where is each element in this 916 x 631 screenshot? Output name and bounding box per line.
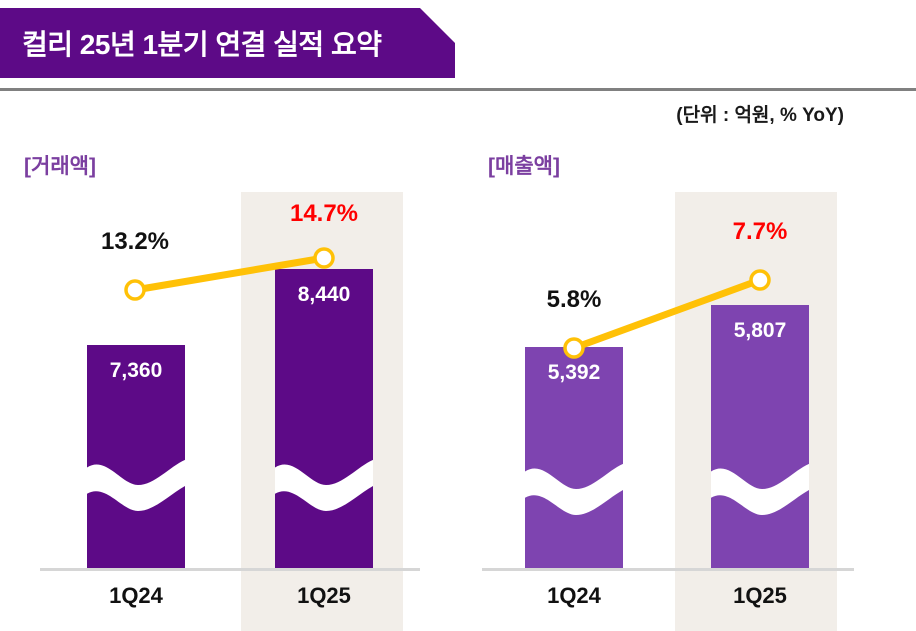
axis-break-wave-1q25 bbox=[275, 459, 373, 511]
axis-baseline bbox=[482, 568, 854, 571]
title-banner: 컬리 25년 1분기 연결 실적 요약 bbox=[0, 8, 455, 78]
axis-break-wave-1q25 bbox=[711, 463, 809, 515]
chart-title-revenue: [매출액] bbox=[488, 155, 560, 178]
unit-note: (단위 : 억원, % YoY) bbox=[676, 105, 844, 126]
growth-label-1q25: 7.7% bbox=[732, 218, 788, 245]
chart-panel-transaction-volume: [거래액] 7,360 8,440 13.2% 14.7% bbox=[0, 140, 460, 631]
bar-1q25: 8,440 bbox=[275, 269, 373, 568]
plot-area-transaction-volume: 7,360 8,440 13.2% 14.7% 1Q24 1Q25 bbox=[0, 140, 460, 631]
axis-baseline bbox=[40, 568, 420, 571]
bar-value-1q24: 7,360 bbox=[109, 359, 163, 382]
x-tick-1q25: 1Q25 bbox=[297, 583, 351, 608]
x-tick-1q25: 1Q25 bbox=[733, 583, 787, 608]
plot-area-revenue: 5,392 5,807 5.8% 7.7% 1Q24 1Q25 bbox=[460, 140, 916, 631]
bar-value-1q24: 5,392 bbox=[547, 361, 601, 384]
bar-1q24: 7,360 bbox=[87, 345, 185, 568]
header-divider bbox=[0, 88, 916, 91]
growth-label-1q25: 14.7% bbox=[289, 200, 359, 227]
axis-break-wave-1q24 bbox=[87, 459, 185, 511]
bar-value-1q25: 5,807 bbox=[733, 319, 787, 342]
axis-break-wave-1q24 bbox=[525, 463, 623, 515]
growth-label-1q24: 13.2% bbox=[100, 228, 170, 255]
bar-1q25: 5,807 bbox=[711, 305, 809, 568]
x-tick-1q24: 1Q24 bbox=[109, 583, 163, 608]
bar-value-1q25: 8,440 bbox=[297, 283, 351, 306]
page-title: 컬리 25년 1분기 연결 실적 요약 bbox=[22, 29, 382, 60]
bar-1q24: 5,392 bbox=[525, 347, 623, 568]
chart-title-transaction-volume: [거래액] bbox=[24, 155, 96, 178]
growth-label-1q24: 5.8% bbox=[546, 286, 602, 313]
x-tick-1q24: 1Q24 bbox=[547, 583, 601, 608]
chart-panel-revenue: [매출액] 5,392 5,807 5.8% 7.7% bbox=[460, 140, 916, 631]
